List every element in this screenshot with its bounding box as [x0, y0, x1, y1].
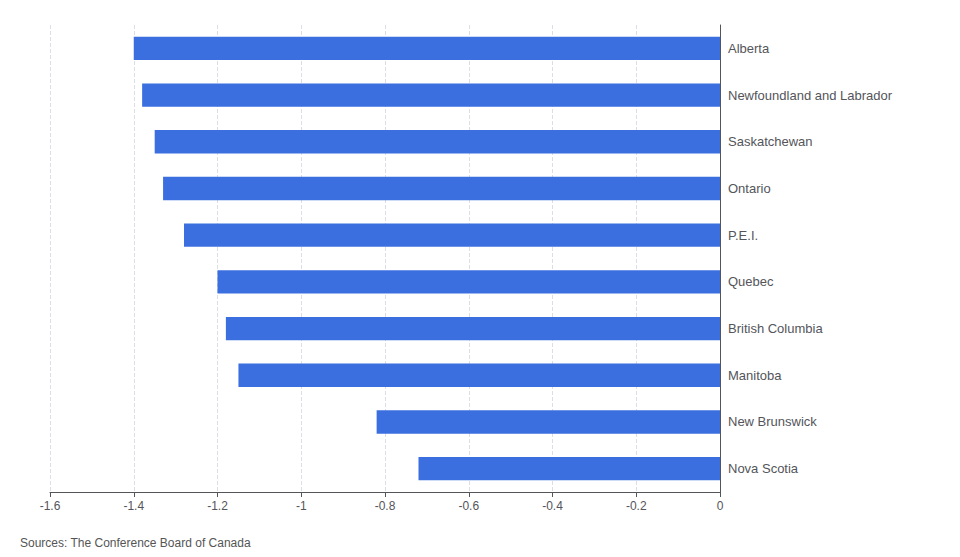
svg-text:-0.8: -0.8 [375, 499, 396, 513]
svg-text:-1: -1 [296, 499, 307, 513]
svg-text:Alberta: Alberta [728, 41, 770, 56]
svg-text:0: 0 [717, 499, 724, 513]
svg-text:-0.2: -0.2 [626, 499, 647, 513]
svg-text:-1.2: -1.2 [207, 499, 228, 513]
svg-text:-1.4: -1.4 [123, 499, 144, 513]
svg-text:Saskatchewan: Saskatchewan [728, 134, 813, 149]
svg-text:-0.4: -0.4 [542, 499, 563, 513]
svg-text:Sources: The Conference Board: Sources: The Conference Board of Canada [20, 536, 251, 550]
svg-text:Ontario: Ontario [728, 181, 771, 196]
svg-text:Manitoba: Manitoba [728, 368, 782, 383]
svg-text:-0.6: -0.6 [458, 499, 479, 513]
svg-text:New Brunswick: New Brunswick [728, 414, 817, 429]
svg-text:Nova Scotia: Nova Scotia [728, 461, 799, 476]
svg-text:Newfoundland and Labrador: Newfoundland and Labrador [728, 88, 893, 103]
svg-text:-1.6: -1.6 [40, 499, 61, 513]
svg-text:British Columbia: British Columbia [728, 321, 823, 336]
svg-text:P.E.I.: P.E.I. [728, 228, 758, 243]
svg-text:Quebec: Quebec [728, 274, 774, 289]
